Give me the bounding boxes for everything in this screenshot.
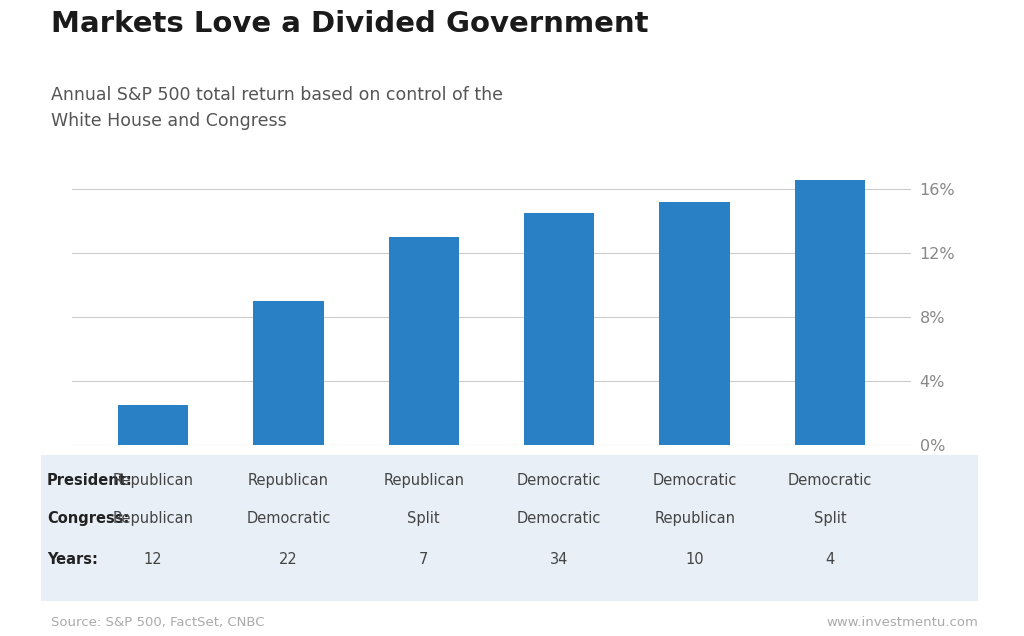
Text: Democratic: Democratic	[517, 473, 601, 488]
Text: Democratic: Democratic	[517, 511, 601, 526]
Text: Democratic: Democratic	[246, 511, 331, 526]
Text: 7: 7	[419, 552, 428, 567]
Text: Congress:: Congress:	[47, 511, 129, 526]
Text: www.investmentu.com: www.investmentu.com	[826, 616, 978, 628]
Text: 12: 12	[143, 552, 162, 567]
Bar	[118, 405, 188, 445]
Bar	[795, 180, 865, 445]
Text: Annual S&P 500 total return based on control of the
White House and Congress: Annual S&P 500 total return based on con…	[51, 86, 503, 130]
Text: Republican: Republican	[113, 511, 194, 526]
Text: 22: 22	[279, 552, 298, 567]
Text: 10: 10	[685, 552, 703, 567]
Text: Republican: Republican	[248, 473, 329, 488]
Bar	[524, 213, 595, 445]
Text: 34: 34	[550, 552, 568, 567]
Text: Years:: Years:	[47, 552, 98, 567]
Text: Democratic: Democratic	[787, 473, 872, 488]
Text: Republican: Republican	[654, 511, 735, 526]
Text: Markets Love a Divided Government: Markets Love a Divided Government	[51, 10, 648, 38]
Bar	[659, 202, 730, 445]
Text: Split: Split	[408, 511, 440, 526]
Text: Republican: Republican	[383, 473, 464, 488]
Text: Source: S&P 500, FactSet, CNBC: Source: S&P 500, FactSet, CNBC	[51, 616, 264, 628]
Text: Republican: Republican	[113, 473, 194, 488]
Text: Split: Split	[814, 511, 847, 526]
Bar	[253, 301, 324, 445]
Text: 4: 4	[825, 552, 835, 567]
Text: Democratic: Democratic	[652, 473, 737, 488]
Bar	[388, 237, 459, 445]
Text: President:: President:	[47, 473, 133, 488]
